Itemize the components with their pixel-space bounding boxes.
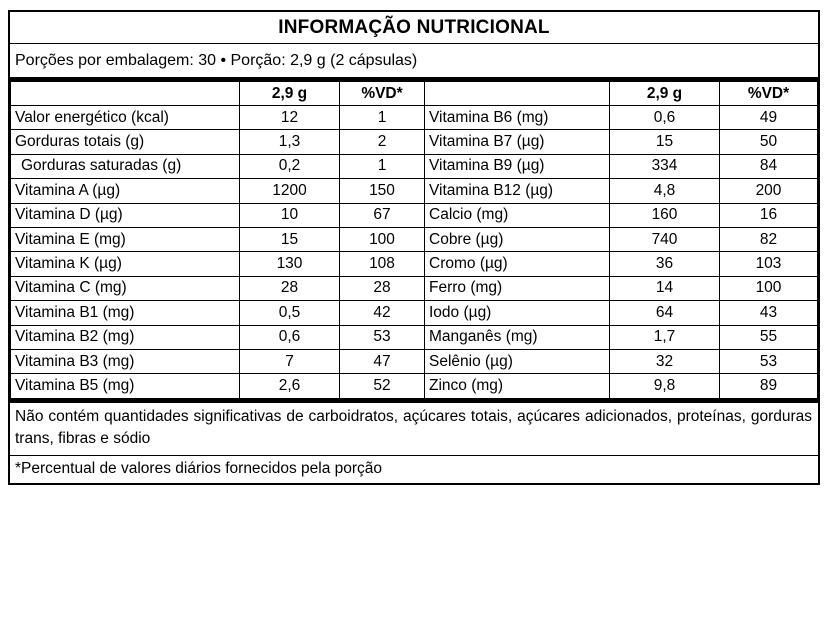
amount-cell: 32 — [609, 348, 720, 375]
table-row: Vitamina B2 (mg) 0,6 53 Manganês (mg) 1,7 55 — [10, 324, 818, 350]
header-dv-right: %VD* — [719, 81, 818, 106]
amount-cell: 160 — [609, 202, 720, 228]
dv-cell: 52 — [339, 373, 425, 399]
nutrient-label-cell: Zinco (mg) — [424, 373, 610, 399]
nutrient-label-cell: Cobre (µg) — [424, 226, 610, 253]
footnote-no-significant-amounts: Não contém quantidades significativas de… — [10, 398, 818, 455]
dv-cell: 47 — [339, 348, 425, 375]
nutrient-label-cell: Ferro (mg) — [424, 275, 610, 302]
nutrient-label-cell: Calcio (mg) — [424, 202, 610, 228]
table-row: Vitamina D (µg) 10 67 Calcio (mg) 160 16 — [10, 202, 818, 228]
nutrition-label: INFORMAÇÃO NUTRICIONAL Porções por embal… — [8, 10, 820, 485]
amount-cell: 14 — [609, 275, 720, 302]
nutrient-label-cell: Vitamina A (µg) — [10, 178, 240, 204]
amount-cell: 0,5 — [239, 300, 340, 326]
label-title: INFORMAÇÃO NUTRICIONAL — [10, 12, 818, 44]
dv-cell: 2 — [339, 129, 425, 155]
nutrient-label-cell: Cromo (µg) — [424, 251, 610, 277]
dv-cell: 150 — [339, 178, 425, 204]
dv-cell: 200 — [719, 178, 818, 204]
table-header-row: 2,9 g %VD* 2,9 g %VD* — [10, 81, 818, 106]
nutrient-label-cell: Gorduras totais (g) — [10, 129, 240, 155]
amount-cell: 36 — [609, 251, 720, 277]
nutrition-table-body: 2,9 g %VD* 2,9 g %VD* Valor energético (… — [10, 81, 818, 399]
table-row: Vitamina K (µg) 130 108 Cromo (µg) 36 103 — [10, 251, 818, 277]
amount-cell: 1,3 — [239, 129, 340, 155]
header-empty-left — [10, 81, 240, 106]
table-row: Gorduras saturadas (g) 0,2 1 Vitamina B9 (µ… — [10, 153, 818, 180]
serving-info: Porções por embalagem: 30 • Porção: 2,9 … — [10, 44, 818, 81]
nutrient-label-cell: Vitamina B12 (µg) — [424, 178, 610, 204]
dv-cell: 100 — [339, 226, 425, 253]
amount-cell: 740 — [609, 226, 720, 253]
nutrient-label-cell: Vitamina C (mg) — [10, 275, 240, 302]
amount-cell: 0,6 — [239, 324, 340, 350]
nutrient-label-cell: Vitamina B3 (mg) — [10, 348, 240, 375]
nutrient-label-cell: Vitamina B9 (µg) — [424, 153, 610, 180]
amount-cell: 64 — [609, 300, 720, 326]
table-row: Vitamina B5 (mg) 2,6 52 Zinco (mg) 9,8 89 — [10, 373, 818, 399]
dv-cell: 49 — [719, 104, 818, 131]
dv-cell: 108 — [339, 251, 425, 277]
amount-cell: 7 — [239, 348, 340, 375]
amount-cell: 2,6 — [239, 373, 340, 399]
dv-cell: 1 — [339, 153, 425, 180]
table-row: Valor energético (kcal) 12 1 Vitamina B6 (m… — [10, 104, 818, 131]
amount-cell: 12 — [239, 104, 340, 131]
nutrient-label-cell: Vitamina B2 (mg) — [10, 324, 240, 350]
dv-cell: 103 — [719, 251, 818, 277]
amount-cell: 9,8 — [609, 373, 720, 399]
dv-cell: 53 — [719, 348, 818, 375]
nutrient-label-cell: Vitamina K (µg) — [10, 251, 240, 277]
nutrition-table: 2,9 g %VD* 2,9 g %VD* Valor energético (… — [10, 81, 818, 399]
dv-cell: 67 — [339, 202, 425, 228]
dv-cell: 43 — [719, 300, 818, 326]
table-row: Vitamina B3 (mg) 7 47 Selênio (µg) 32 53 — [10, 348, 818, 375]
nutrient-label-cell: Selênio (µg) — [424, 348, 610, 375]
amount-cell: 1200 — [239, 178, 340, 204]
nutrient-label-cell: Gorduras saturadas (g) — [10, 153, 240, 180]
amount-cell: 4,8 — [609, 178, 720, 204]
table-row: Vitamina C (mg) 28 28 Ferro (mg) 14 100 — [10, 275, 818, 302]
amount-cell: 28 — [239, 275, 340, 302]
amount-cell: 10 — [239, 202, 340, 228]
table-row: Vitamina B1 (mg) 0,5 42 Iodo (µg) 64 43 — [10, 300, 818, 326]
footnote-dv-explanation: *Percentual de valores diários fornecido… — [10, 454, 818, 483]
nutrient-label-cell: Vitamina B7 (µg) — [424, 129, 610, 155]
nutrient-label-cell: Manganês (mg) — [424, 324, 610, 350]
header-amount-right: 2,9 g — [609, 81, 720, 106]
header-dv-left: %VD* — [339, 81, 425, 106]
amount-cell: 334 — [609, 153, 720, 180]
nutrient-label-cell: Valor energético (kcal) — [10, 104, 240, 131]
table-row: Vitamina A (µg) 1200 150 Vitamina B12 (µg) 4… — [10, 178, 818, 204]
dv-cell: 1 — [339, 104, 425, 131]
amount-cell: 130 — [239, 251, 340, 277]
nutrient-label-cell: Vitamina B5 (mg) — [10, 373, 240, 399]
nutrient-label-cell: Vitamina B6 (mg) — [424, 104, 610, 131]
header-amount-left: 2,9 g — [239, 81, 340, 106]
nutrient-label-cell: Vitamina D (µg) — [10, 202, 240, 228]
dv-cell: 50 — [719, 129, 818, 155]
dv-cell: 82 — [719, 226, 818, 253]
header-empty-right — [424, 81, 610, 106]
nutrient-label-cell: Vitamina E (mg) — [10, 226, 240, 253]
dv-cell: 55 — [719, 324, 818, 350]
nutrient-label-cell: Iodo (µg) — [424, 300, 610, 326]
table-row: Gorduras totais (g) 1,3 2 Vitamina B7 (µg) 1… — [10, 129, 818, 155]
dv-cell: 84 — [719, 153, 818, 180]
dv-cell: 100 — [719, 275, 818, 302]
amount-cell: 0,6 — [609, 104, 720, 131]
dv-cell: 53 — [339, 324, 425, 350]
amount-cell: 0,2 — [239, 153, 340, 180]
dv-cell: 89 — [719, 373, 818, 399]
nutrient-label-cell: Vitamina B1 (mg) — [10, 300, 240, 326]
dv-cell: 16 — [719, 202, 818, 228]
dv-cell: 42 — [339, 300, 425, 326]
amount-cell: 1,7 — [609, 324, 720, 350]
table-row: Vitamina E (mg) 15 100 Cobre (µg) 740 82 — [10, 226, 818, 253]
amount-cell: 15 — [609, 129, 720, 155]
dv-cell: 28 — [339, 275, 425, 302]
amount-cell: 15 — [239, 226, 340, 253]
